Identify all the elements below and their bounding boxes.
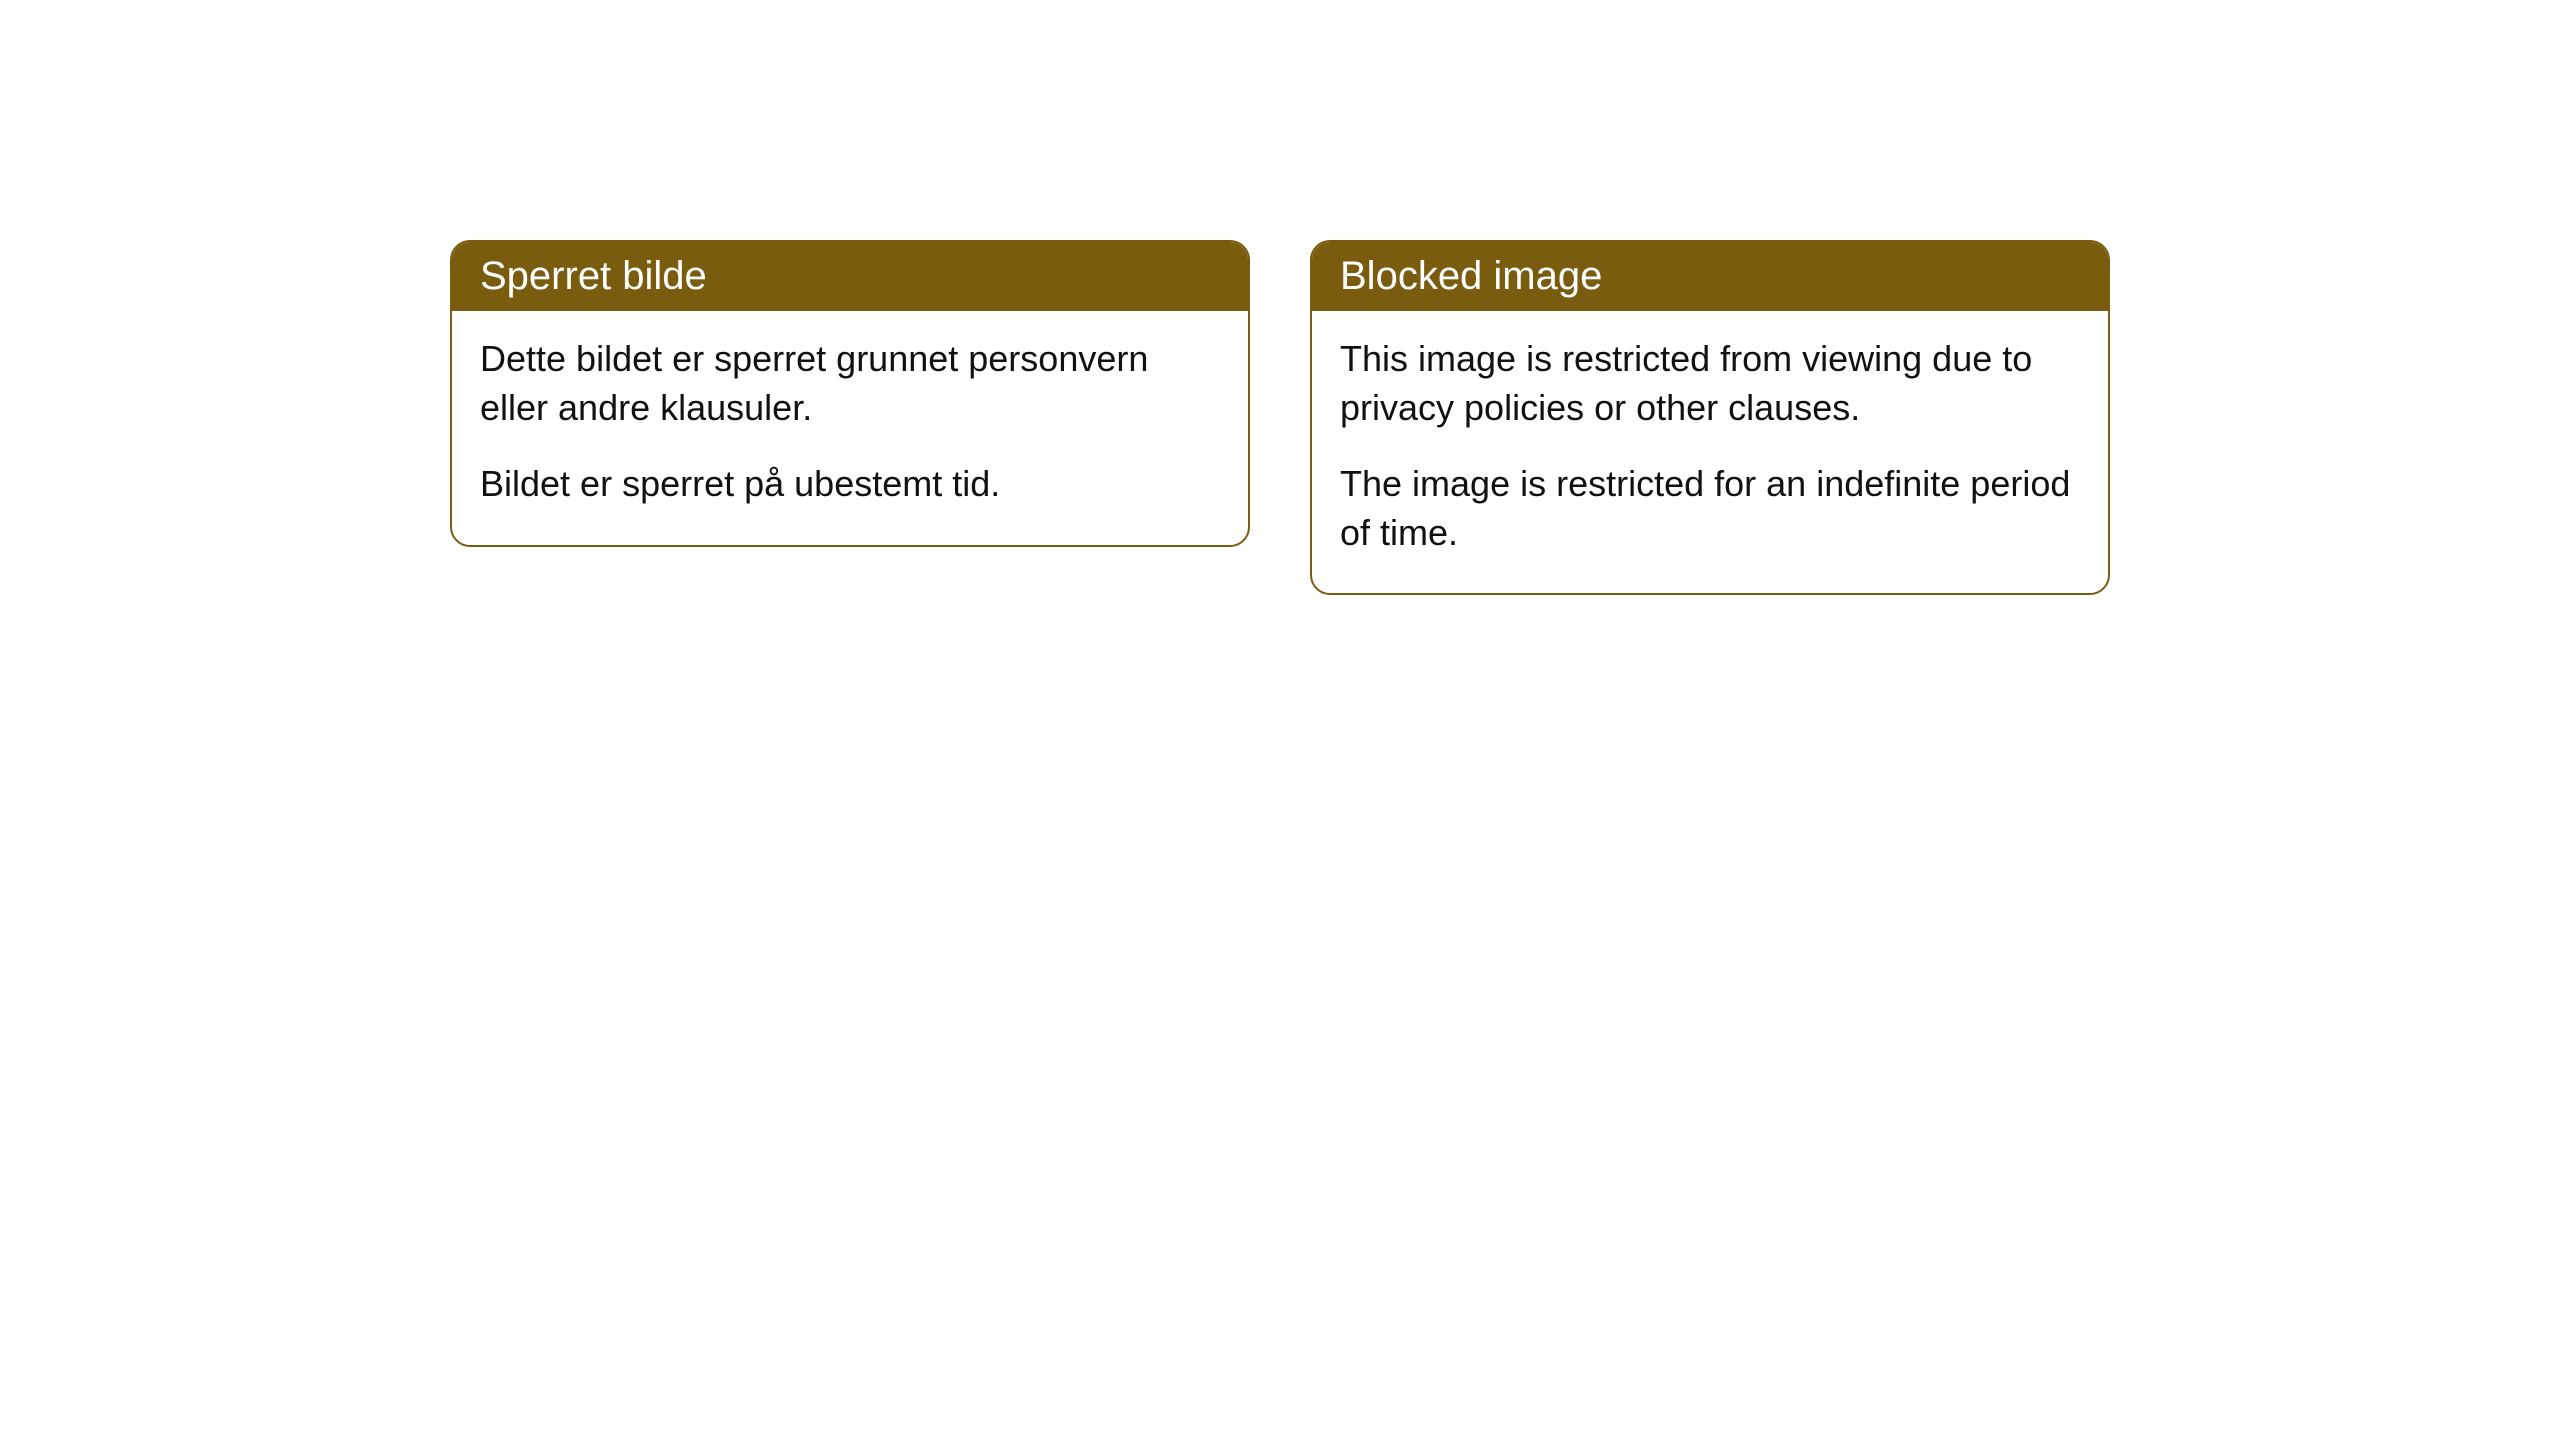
card-header-no: Sperret bilde	[452, 242, 1248, 311]
blocked-image-card-no: Sperret bilde Dette bildet er sperret gr…	[450, 240, 1250, 547]
card-paragraph-no-1: Dette bildet er sperret grunnet personve…	[480, 335, 1220, 432]
card-body-no: Dette bildet er sperret grunnet personve…	[452, 311, 1248, 545]
card-paragraph-en-1: This image is restricted from viewing du…	[1340, 335, 2080, 432]
card-paragraph-en-2: The image is restricted for an indefinit…	[1340, 460, 2080, 557]
card-paragraph-no-2: Bildet er sperret på ubestemt tid.	[480, 460, 1220, 509]
card-body-en: This image is restricted from viewing du…	[1312, 311, 2108, 593]
blocked-image-card-en: Blocked image This image is restricted f…	[1310, 240, 2110, 595]
card-header-en: Blocked image	[1312, 242, 2108, 311]
